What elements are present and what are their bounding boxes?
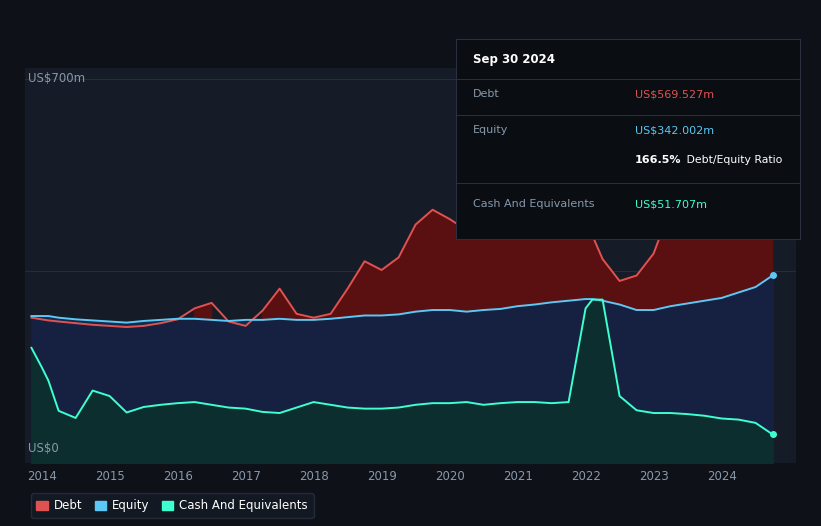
Text: Equity: Equity xyxy=(473,125,508,135)
Legend: Debt, Equity, Cash And Equivalents: Debt, Equity, Cash And Equivalents xyxy=(30,493,314,518)
Text: US$342.002m: US$342.002m xyxy=(635,125,714,135)
Text: 166.5%: 166.5% xyxy=(635,155,681,165)
Text: US$0: US$0 xyxy=(29,442,59,455)
Text: Sep 30 2024: Sep 30 2024 xyxy=(473,54,555,66)
Text: Debt/Equity Ratio: Debt/Equity Ratio xyxy=(683,155,782,165)
Text: Cash And Equivalents: Cash And Equivalents xyxy=(473,199,594,209)
Text: Debt: Debt xyxy=(473,89,500,99)
Text: US$700m: US$700m xyxy=(29,72,85,85)
Text: US$51.707m: US$51.707m xyxy=(635,199,707,209)
Text: US$569.527m: US$569.527m xyxy=(635,89,714,99)
